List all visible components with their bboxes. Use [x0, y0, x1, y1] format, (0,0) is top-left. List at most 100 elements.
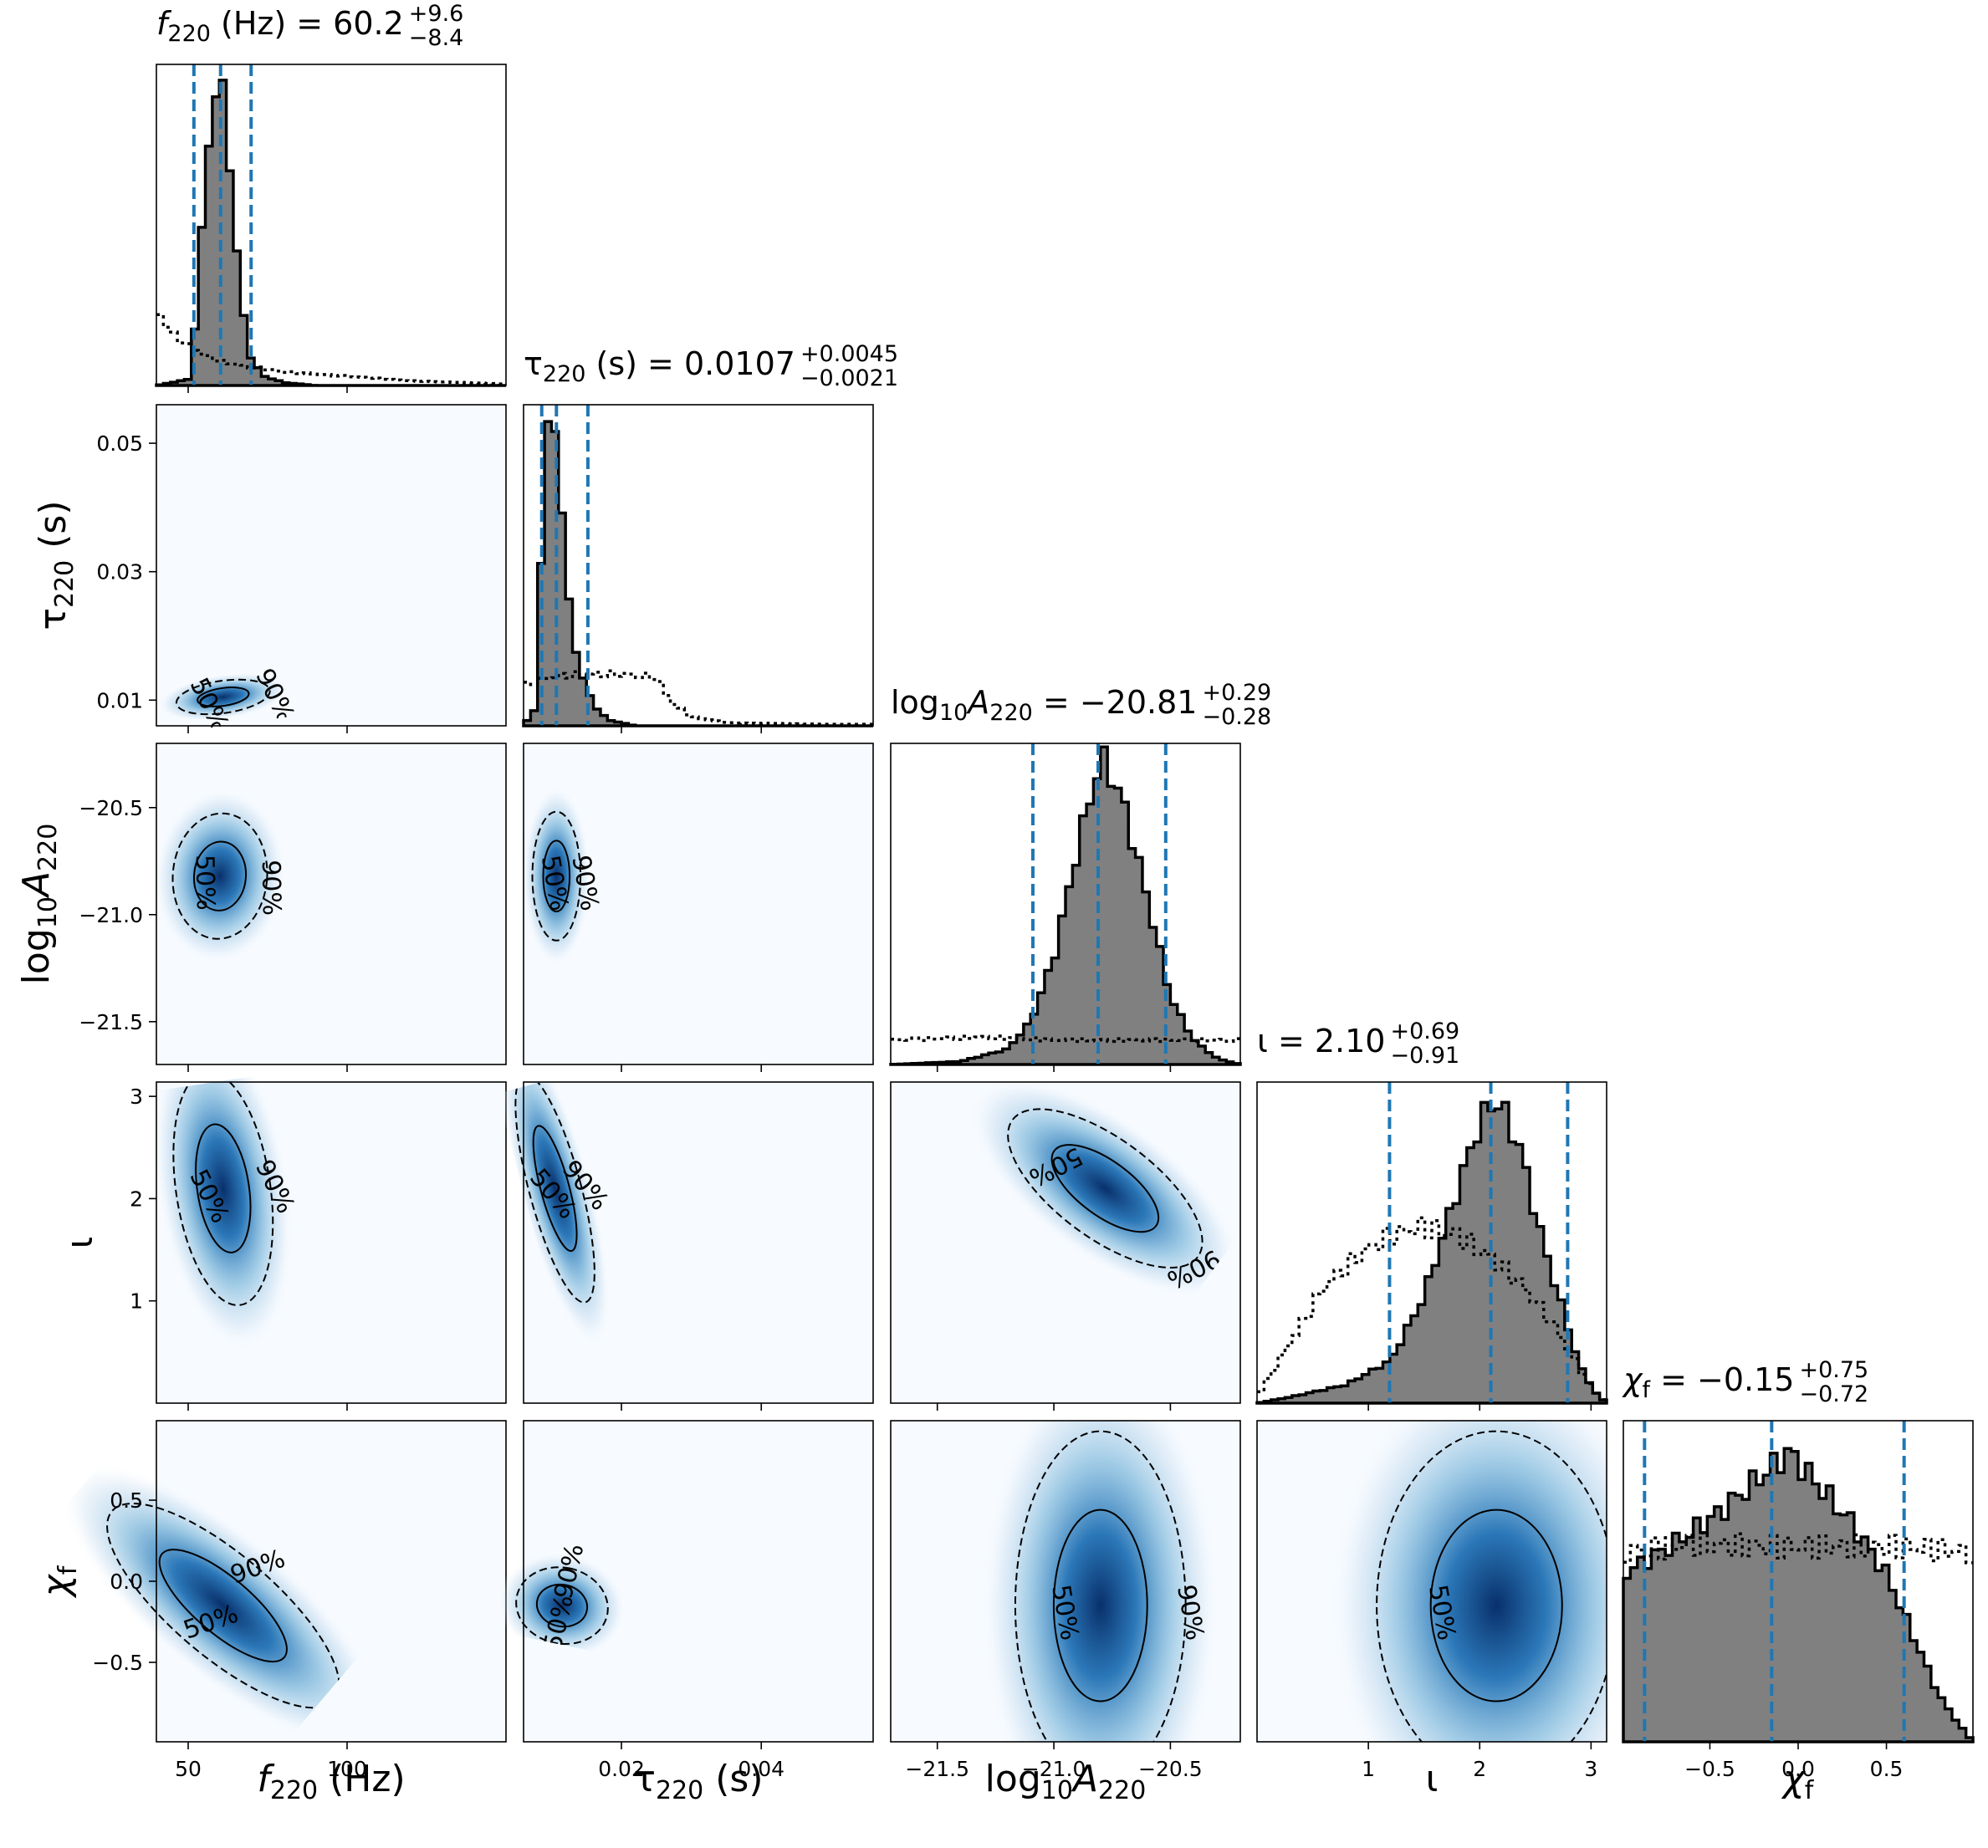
- panel-frame: [890, 1081, 1241, 1404]
- panel-frame: [156, 1081, 507, 1404]
- title-plus: +0.69: [1390, 1018, 1459, 1044]
- panel-frame: [156, 64, 507, 386]
- x-tick-label: 0.5: [1870, 1757, 1904, 1781]
- panel-frame: [1256, 1420, 1607, 1743]
- panel-2d-logA220-chif: 50% 90%: [890, 1420, 1241, 1743]
- title-minus: −8.4: [409, 25, 464, 51]
- panel-frame: [523, 1420, 874, 1743]
- panel-2d-logA220-iota: 50%90%: [890, 1077, 1241, 1404]
- title-main: ι = 2.10: [1257, 1023, 1385, 1059]
- contour-50: [535, 1583, 589, 1628]
- prior-histogram: [891, 1034, 1240, 1044]
- panel-frame: [523, 1081, 874, 1404]
- x-tick-label: −0.5: [1684, 1757, 1735, 1781]
- density-2d: [1329, 1421, 1607, 1742]
- y-tick-label: 2: [130, 1187, 143, 1211]
- contour-50: [1050, 1144, 1160, 1233]
- panel-2d-f220-iota: 50% 90%: [153, 1042, 507, 1404]
- density-2d: [153, 1042, 293, 1352]
- title-logA220: log10A220 = −20.81 +0.29−0.28: [891, 680, 1271, 730]
- y-tick-label: 0.01: [96, 688, 143, 712]
- panel-1d-f220: [155, 64, 507, 387]
- prior-histogram: [1257, 1216, 1607, 1401]
- posterior-histogram: [1622, 1447, 1975, 1743]
- contour-50: [532, 1125, 578, 1253]
- y-tick-label: −21.5: [79, 1010, 143, 1034]
- x-axis-label-chif: χf: [1781, 1758, 1815, 1805]
- density-2d: [61, 1463, 386, 1745]
- y-tick-label: 0.5: [110, 1488, 143, 1513]
- posterior-histogram: [889, 745, 1242, 1066]
- panel-frame: [1256, 1081, 1607, 1404]
- title-main: log10A220 = −20.81: [891, 684, 1197, 726]
- panel-frame: [890, 1420, 1241, 1743]
- prior-histogram: [156, 313, 506, 385]
- x-tick-label: −21.5: [905, 1757, 969, 1781]
- panel-1d-iota: [1255, 1081, 1608, 1405]
- contour-50: [197, 687, 250, 707]
- density-2d: [969, 1077, 1241, 1299]
- contour-50: [192, 840, 248, 911]
- y-axis-label-iota: ι: [59, 1237, 101, 1249]
- title-main: χf = −0.15: [1622, 1361, 1794, 1403]
- y-axis-label-chif: χf: [35, 1565, 83, 1598]
- panel-2d-tau220-chif: 50%90%: [498, 1420, 874, 1743]
- title-chif: χf = −0.15 +0.75−0.72: [1622, 1357, 1868, 1407]
- contour-50: [1429, 1509, 1563, 1703]
- y-tick-label: −0.5: [92, 1651, 143, 1675]
- title-minus: −0.91: [1390, 1043, 1459, 1069]
- contour-90: [531, 810, 582, 942]
- x-tick-label: 50: [175, 1757, 202, 1781]
- panel-2d-f220-logA220: 50% 90%: [154, 743, 507, 1065]
- panel-2d-f220-chif: 50%90%: [61, 1420, 507, 1745]
- x-tick-label: 2: [1473, 1757, 1486, 1781]
- panel-1d-chif: [1622, 1420, 1975, 1743]
- title-iota: ι = 2.10 +0.69−0.91: [1257, 1018, 1459, 1069]
- y-axis-label-tau220: τ220 (s): [32, 500, 79, 630]
- x-tick-label: −21.0: [1022, 1757, 1086, 1781]
- contour-90: [1014, 1430, 1187, 1742]
- x-axis-label-logA220: log10A220: [985, 1758, 1147, 1805]
- y-tick-label: −20.5: [79, 796, 143, 820]
- x-tick-label: 0.04: [738, 1757, 784, 1781]
- title-tau220: τ220 (s) = 0.0107 +0.0045−0.0021: [524, 341, 898, 391]
- contour-90: [515, 1566, 609, 1645]
- panel-2d-f220-tau220: 50% 90%: [156, 404, 507, 735]
- title-minus: −0.72: [1799, 1381, 1868, 1407]
- contour-50: [195, 1123, 252, 1253]
- density-2d: [499, 1029, 611, 1348]
- title-main: f220 (Hz) = 60.2: [156, 5, 404, 47]
- panel-2d-iota-chif: 50% 90%: [1256, 1420, 1607, 1743]
- x-tick-label: 100: [327, 1757, 367, 1781]
- y-tick-label: 0.0: [110, 1570, 143, 1594]
- x-axis-label-iota: ι: [1426, 1758, 1439, 1800]
- x-axis-label-tau220: τ220 (s): [633, 1758, 763, 1805]
- title-plus: +9.6: [409, 1, 464, 27]
- prior-histogram: [524, 669, 873, 727]
- y-axis-label-logA220: log10A220: [15, 824, 63, 985]
- panel-frame: [890, 743, 1241, 1065]
- x-tick-label: 1: [1362, 1757, 1375, 1781]
- contour-90: [175, 678, 271, 716]
- contour-90: [171, 812, 268, 940]
- title-minus: −0.28: [1202, 704, 1271, 730]
- y-tick-label: 3: [130, 1085, 143, 1109]
- density-2d: [157, 672, 289, 722]
- x-tick-label: −20.5: [1138, 1757, 1203, 1781]
- posterior-histogram: [1255, 1100, 1608, 1405]
- y-tick-label: 0.05: [96, 431, 143, 456]
- x-tick-label: 0.0: [1781, 1757, 1815, 1781]
- title-plus: +0.75: [1799, 1357, 1868, 1383]
- contour-50: [158, 1549, 288, 1663]
- density-2d: [498, 1552, 626, 1660]
- x-axis-label-f220: f220 (Hz): [257, 1758, 405, 1805]
- panel-frame: [523, 743, 874, 1065]
- contour-label-90: 90%: [256, 860, 286, 916]
- panel-2d-tau220-logA220: 50%90%: [523, 743, 874, 1065]
- x-tick-label: 3: [1584, 1757, 1597, 1781]
- panel-2d-tau220-iota: 50%90%: [499, 1029, 874, 1404]
- title-plus: +0.0045: [800, 341, 898, 367]
- density-2d: [981, 1421, 1219, 1742]
- contour-50: [542, 840, 571, 913]
